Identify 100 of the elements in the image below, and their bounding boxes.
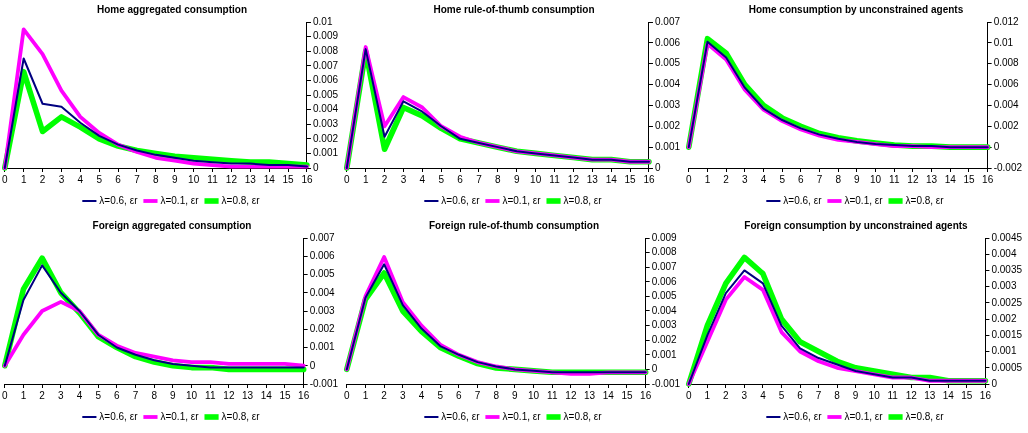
x-tick-label: 7 <box>476 173 483 185</box>
y-tick-label: 0.012 <box>993 15 1020 27</box>
x-tick-label: 10 <box>528 389 540 401</box>
x-tick-label: 3 <box>742 173 749 185</box>
x-tick-label: 10 <box>530 173 542 185</box>
x-tick-label: 16 <box>298 389 310 401</box>
x-tick-label: 5 <box>779 173 786 185</box>
x-tick-label: 7 <box>132 389 139 401</box>
y-tick-label: 0.001 <box>309 341 336 353</box>
y-tick-label: 0.005 <box>654 57 681 69</box>
x-tick-label: 16 <box>640 389 652 401</box>
y-tick-label: 0.01 <box>993 36 1014 48</box>
y-tick-label: -0.002 <box>993 161 1023 173</box>
legend-label: λ=0.1, εr <box>160 194 200 206</box>
legend-label: λ=0.6, εr <box>783 194 823 206</box>
y-tick-label: 0.005 <box>309 268 336 280</box>
chart-title: Foreign rule-of-thumb consumption <box>429 219 599 231</box>
x-tick-label: 6 <box>115 173 122 185</box>
legend-label: λ=0.6, εr <box>99 410 139 422</box>
x-tick-label: 3 <box>741 389 748 401</box>
y-tick-label: 0.005 <box>651 290 678 302</box>
legend-label: λ=0.8, εr <box>905 410 945 422</box>
y-tick-label: 0.004 <box>654 78 681 90</box>
x-tick-label: 8 <box>153 173 160 185</box>
y-tick-label: 0.002 <box>991 312 1017 324</box>
y-tick-label: 0 <box>991 377 998 389</box>
x-tick-label: 8 <box>834 389 841 401</box>
x-tick-label: 13 <box>924 389 936 401</box>
y-tick-label: 0.003 <box>651 319 678 331</box>
y-tick-label: 0.005 <box>312 88 339 100</box>
x-tick-label: 7 <box>134 173 141 185</box>
x-tick-label: 1 <box>362 173 369 185</box>
x-tick-label: 16 <box>982 173 994 185</box>
y-tick-label: 0 <box>651 363 658 375</box>
x-tick-label: 7 <box>815 389 822 401</box>
legend-label: λ=0.1, εr <box>160 410 200 422</box>
y-tick-label: 0.007 <box>309 231 336 243</box>
x-tick-label: 11 <box>887 389 899 401</box>
x-tick-label: 12 <box>565 389 577 401</box>
x-tick-label: 13 <box>242 389 254 401</box>
x-tick-label: 7 <box>816 173 823 185</box>
x-tick-label: 11 <box>547 389 558 401</box>
x-tick-label: 5 <box>778 389 785 401</box>
y-tick-label: 0 <box>654 161 661 173</box>
x-tick-label: 1 <box>704 173 711 185</box>
x-tick-label: 9 <box>170 389 177 401</box>
y-tick-label: 0.0015 <box>991 329 1023 341</box>
y-tick-label: 0.0025 <box>991 296 1023 308</box>
y-tick-label: 0.002 <box>654 120 681 132</box>
y-tick-label: 0.001 <box>651 348 678 360</box>
x-tick-label: 2 <box>381 389 388 401</box>
x-tick-label: 9 <box>854 173 861 185</box>
x-tick-label: 4 <box>419 173 426 185</box>
x-tick-label: 15 <box>963 173 975 185</box>
x-tick-label: 0 <box>686 389 692 401</box>
x-tick-label: 8 <box>835 173 842 185</box>
y-tick-label: 0.003 <box>312 117 339 129</box>
x-tick-label: 15 <box>282 173 295 185</box>
x-tick-label: 12 <box>567 173 580 185</box>
legend-label: λ=0.6, εr <box>783 410 823 422</box>
x-tick-label: 10 <box>868 389 881 401</box>
x-tick-label: 3 <box>58 173 65 185</box>
x-tick-label: 9 <box>852 389 859 401</box>
legend-label: λ=0.8, εr <box>221 410 261 422</box>
legend-label: λ=0.8, εr <box>563 194 603 206</box>
x-tick-label: 11 <box>207 173 219 185</box>
x-tick-label: 15 <box>279 389 291 401</box>
x-tick-label: 0 <box>2 389 8 401</box>
x-tick-label: 1 <box>20 389 27 401</box>
legend-label: λ=0.6, εr <box>99 194 139 206</box>
x-tick-label: 3 <box>58 389 65 401</box>
legend-label: λ=0.6, εr <box>441 410 481 422</box>
x-tick-label: 12 <box>907 173 919 185</box>
x-tick-label: 6 <box>456 389 463 401</box>
x-tick-label: 7 <box>474 389 481 401</box>
x-tick-label: 5 <box>96 173 103 185</box>
x-tick-label: 5 <box>437 389 444 401</box>
x-tick-label: 6 <box>457 173 464 185</box>
x-tick-label: 11 <box>549 173 561 185</box>
x-tick-label: 9 <box>513 173 520 185</box>
legend-label: λ=0.1, εr <box>502 194 542 206</box>
x-tick-label: 16 <box>643 173 655 185</box>
x-tick-label: 14 <box>602 389 615 401</box>
y-tick-label: 0.002 <box>651 333 678 345</box>
y-tick-label: 0.008 <box>993 57 1020 69</box>
x-tick-label: 1 <box>704 389 711 401</box>
y-tick-label: 0.007 <box>651 260 678 272</box>
y-tick-label: -0.001 <box>309 377 339 389</box>
x-tick-label: 10 <box>188 173 200 185</box>
x-tick-label: 11 <box>205 389 216 401</box>
x-tick-label: 3 <box>400 173 407 185</box>
y-tick-label: 0.0035 <box>991 264 1023 276</box>
x-tick-label: 2 <box>381 173 388 185</box>
x-tick-label: 1 <box>20 173 27 185</box>
y-tick-label: 0.009 <box>651 231 678 243</box>
legend-label: λ=0.1, εr <box>844 410 884 422</box>
x-tick-label: 13 <box>926 173 938 185</box>
y-tick-label: 0.009 <box>312 30 339 42</box>
x-tick-label: 5 <box>95 389 102 401</box>
y-tick-label: -0.001 <box>651 377 681 389</box>
